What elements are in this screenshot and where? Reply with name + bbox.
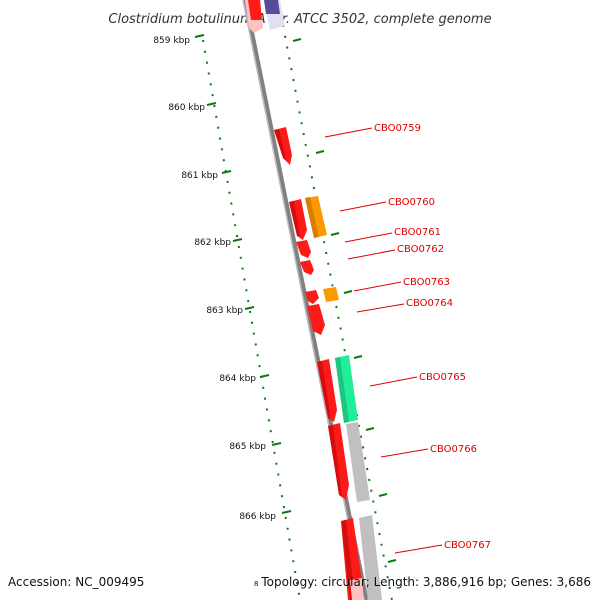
corner-mark: 8 [254, 580, 258, 588]
scale-label: 863 kbp [206, 306, 243, 316]
gene-feature-cbo0759[interactable] [274, 127, 292, 165]
topology-text: Topology: circular; Length: 3,886,916 bp… [260, 575, 591, 589]
major-ticks [194, 34, 292, 514]
scale-labels: 859 kbp 860 kbp 861 kbp 862 kbp 863 kbp … [153, 36, 276, 522]
scale-label: 866 kbp [239, 512, 276, 522]
gene-feature-cbo0763[interactable] [305, 287, 339, 304]
gene-feature-cbo0766[interactable] [328, 422, 370, 502]
gene-feature-top-left[interactable] [245, 0, 263, 33]
gene-label-cbo0762[interactable]: CBO0762 [397, 244, 444, 255]
map-title: Clostridium botulinum A str. ATCC 3502, … [108, 12, 491, 27]
gene-feature-cbo0760-b[interactable] [305, 196, 327, 238]
tick-track-outer [282, 24, 393, 600]
gene-feature-cbo0762[interactable] [300, 260, 314, 275]
genome-backbone [242, 0, 369, 600]
accession-text: Accession: NC_009495 [8, 575, 144, 589]
scale-label: 865 kbp [229, 442, 266, 452]
gene-label-cbo0765[interactable]: CBO0765 [419, 372, 466, 383]
gene-feature-cbo0760[interactable] [289, 199, 307, 240]
gene-feature-top-purple[interactable] [264, 0, 285, 30]
gene-label-cbo0759[interactable]: CBO0759 [374, 123, 421, 134]
scale-label: 862 kbp [194, 238, 231, 248]
gene-feature-cbo0767[interactable] [341, 515, 382, 600]
gene-label-cbo0767[interactable]: CBO0767 [444, 540, 491, 551]
gene-feature-cbo0764[interactable] [307, 304, 325, 335]
scale-label: 859 kbp [153, 36, 190, 46]
gene-label-cbo0760[interactable]: CBO0760 [388, 197, 435, 208]
gene-labels: CBO0759 CBO0760 CBO0761 CBO0762 CBO0763 … [374, 123, 491, 551]
gene-feature-cbo0761[interactable] [296, 240, 311, 258]
gene-label-cbo0763[interactable]: CBO0763 [403, 277, 450, 288]
scale-label: 860 kbp [168, 103, 205, 113]
label-leaders [324, 127, 443, 554]
gene-label-cbo0766[interactable]: CBO0766 [430, 444, 477, 455]
gene-label-cbo0764[interactable]: CBO0764 [406, 298, 453, 309]
scale-label: 864 kbp [219, 374, 256, 384]
gene-feature-cbo0765[interactable] [317, 355, 358, 423]
tick-track-inner [202, 39, 301, 600]
gene-label-cbo0761[interactable]: CBO0761 [394, 227, 441, 238]
major-ticks-outer [292, 38, 397, 563]
scale-label: 861 kbp [181, 171, 218, 181]
